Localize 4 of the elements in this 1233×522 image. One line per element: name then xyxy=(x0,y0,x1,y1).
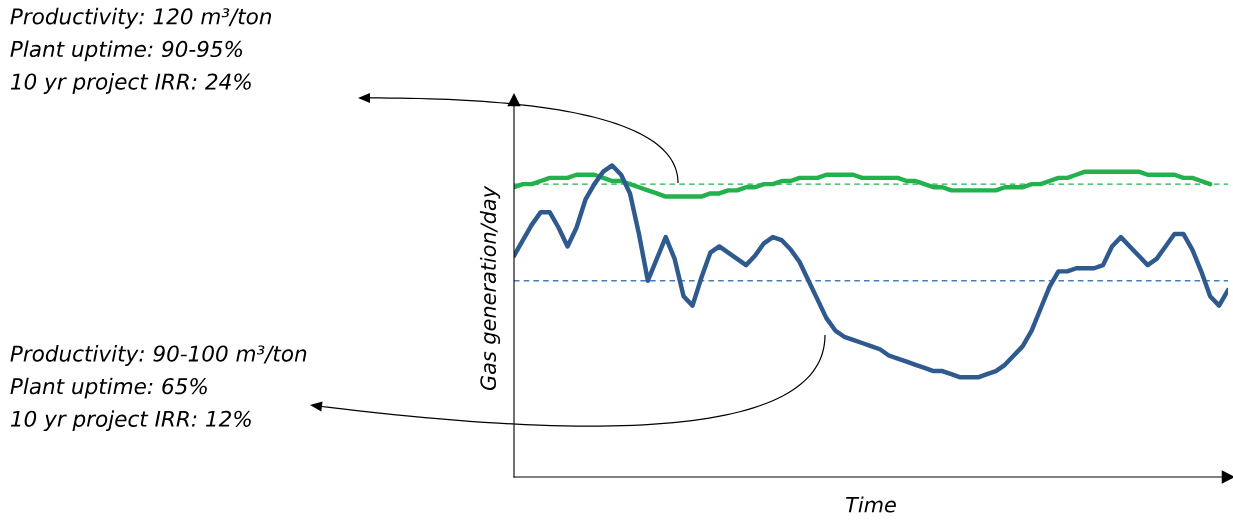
x-axis-title: Time xyxy=(846,496,896,513)
y-axis-title: Gas generation/day xyxy=(479,185,501,391)
text: Productivity: 120 m³/ton Plant uptime: 90-95% 10 yr project IRR: 24% xyxy=(10,7,272,94)
text: Productivity: 90-100 m³/ton Plant uptime: 65% 10 yr project IRR: 12% xyxy=(10,345,307,432)
